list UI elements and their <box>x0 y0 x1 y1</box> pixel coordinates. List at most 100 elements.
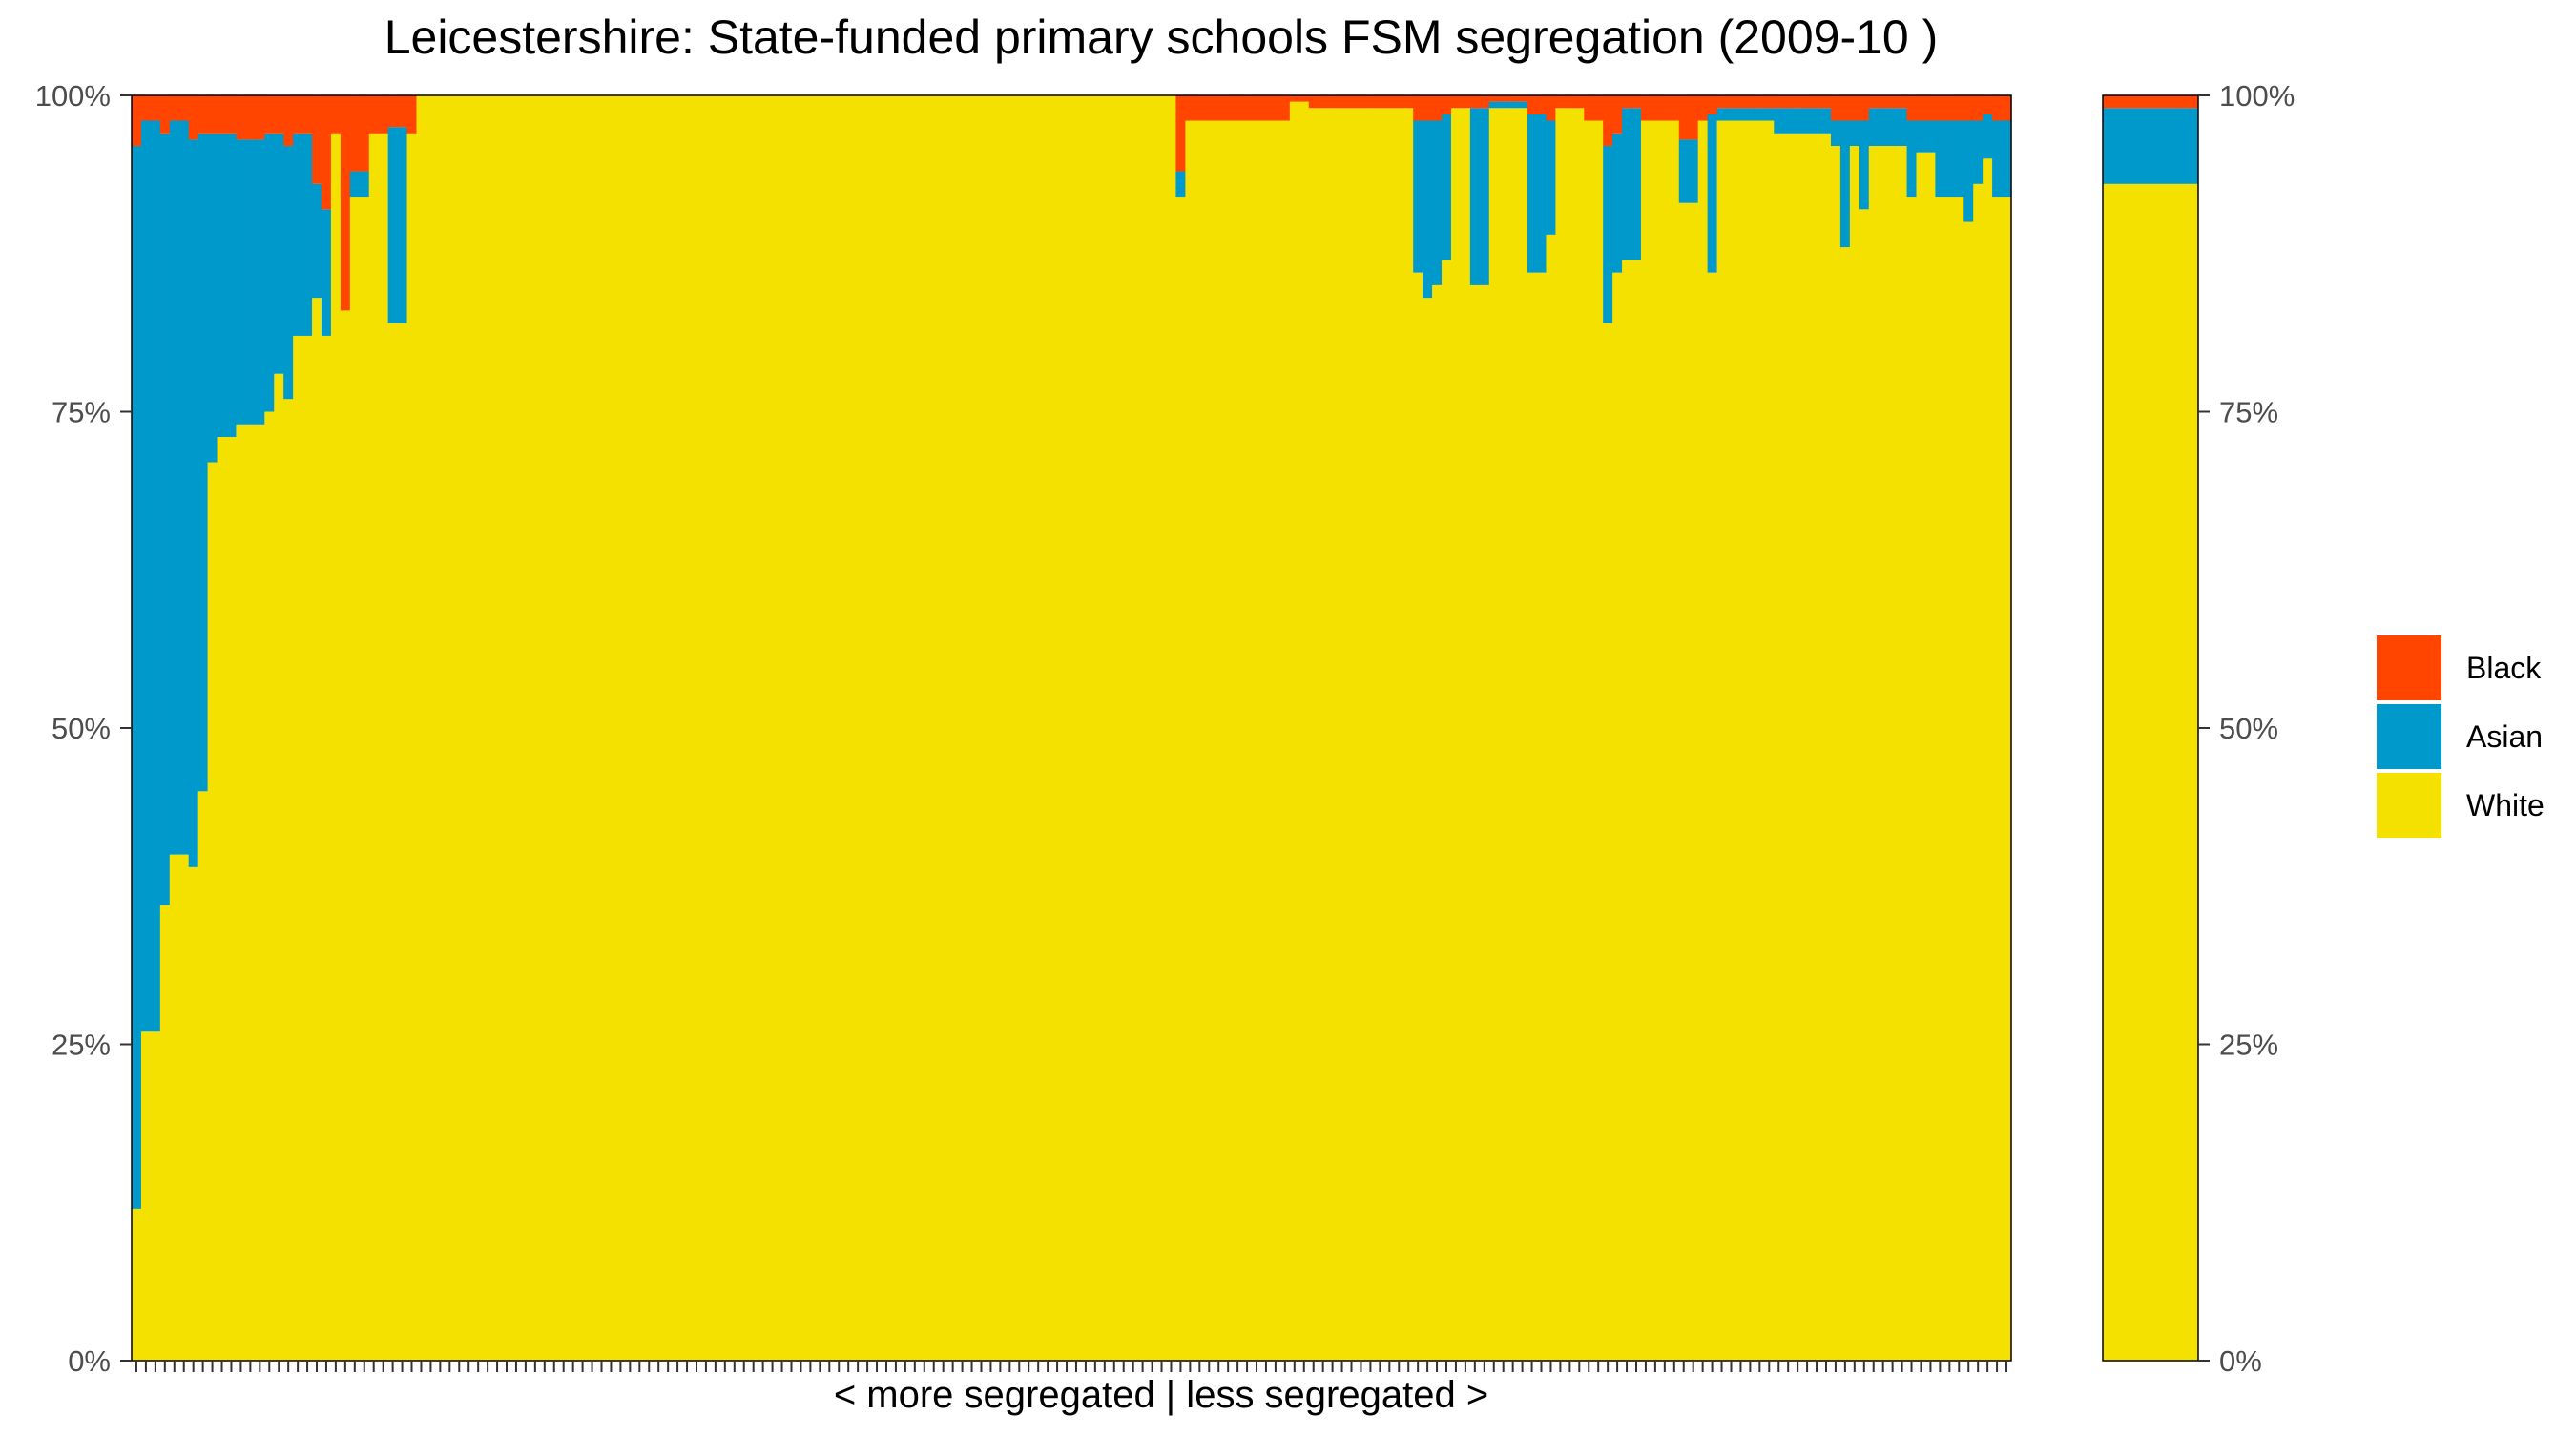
bar-segment-white <box>673 95 683 1361</box>
bar-segment-white <box>397 323 408 1362</box>
bar-segment-white <box>359 197 370 1362</box>
bar-segment-white <box>426 95 436 1361</box>
bar-segment-white <box>2002 197 2012 1362</box>
bar-segment-white <box>1659 120 1671 1361</box>
bar-segment-white <box>340 310 351 1361</box>
bar-segment-white <box>1137 95 1149 1361</box>
bar-segment-black <box>1783 95 1794 109</box>
bar-segment-black <box>1774 95 1784 109</box>
bar-segment-asian <box>1688 139 1699 203</box>
bar-segment-white <box>1735 120 1747 1361</box>
bar-segment-white <box>1488 108 1500 1361</box>
legend-swatch-black <box>2377 635 2441 700</box>
bar-segment-black <box>1669 95 1680 121</box>
bar-segment-black <box>217 95 228 134</box>
bar-segment-asian <box>1707 114 1718 273</box>
bar-segment-white <box>236 424 246 1361</box>
bar-segment-white <box>1498 108 1509 1361</box>
bar-segment-white <box>1080 95 1091 1361</box>
bar-segment-white <box>387 323 399 1362</box>
overall-segment-black <box>2103 95 2198 109</box>
bar-segment-black <box>1460 95 1471 109</box>
bar-segment-white <box>1631 260 1642 1361</box>
bar-segment-white <box>312 298 322 1361</box>
bar-segment-white <box>1118 95 1130 1361</box>
bar-segment-white <box>947 95 959 1361</box>
bar-segment-black <box>1735 95 1747 109</box>
bar-segment-black <box>1802 95 1813 109</box>
bar-segment-black <box>406 95 418 134</box>
bar-segment-white <box>995 95 1006 1361</box>
bar-segment-black <box>330 95 342 134</box>
bar-segment-black <box>140 95 152 121</box>
bar-segment-white <box>700 95 712 1361</box>
bar-segment-black <box>1764 95 1775 109</box>
overall-segment-white <box>2103 183 2198 1361</box>
bar-segment-black <box>1983 95 1993 114</box>
bar-segment-white <box>1859 209 1870 1362</box>
bar-segment-white <box>796 95 807 1361</box>
bar-segment-black <box>1631 95 1642 109</box>
bar-segment-black <box>312 95 322 184</box>
bar-segment-white <box>1442 260 1452 1361</box>
bar-segment-white <box>1612 272 1623 1361</box>
bar-segment-white <box>654 95 664 1361</box>
bar-segment-asian <box>1859 120 1870 210</box>
bar-segment-white <box>1394 108 1404 1361</box>
bar-segment-black <box>1584 95 1594 121</box>
bar-segment-white <box>558 95 570 1361</box>
bar-segment-black <box>1565 95 1575 109</box>
bar-segment-white <box>1622 260 1632 1361</box>
bar-segment-white <box>1802 133 1813 1361</box>
bar-segment-black <box>264 95 275 134</box>
bar-segment-white <box>1868 146 1880 1361</box>
bar-segment-white <box>416 95 427 1361</box>
bar-segment-white <box>1156 95 1168 1361</box>
bar-segment-black <box>368 95 380 134</box>
bar-segment-asian <box>1963 120 1974 222</box>
bar-segment-white <box>1413 272 1423 1361</box>
bar-segment-black <box>245 95 256 140</box>
chart-title: Leicestershire: State-funded primary sch… <box>384 10 1939 64</box>
bar-segment-black <box>1963 95 1974 121</box>
bar-segment-asian <box>2002 120 2012 198</box>
bar-segment-black <box>1488 95 1500 102</box>
legend: Black Asian White <box>2377 635 2545 838</box>
bar-segment-black <box>1260 95 1272 121</box>
bar-segment-asian <box>1830 120 1841 147</box>
bar-segment-asian <box>1897 108 1908 147</box>
bar-segment-white <box>1260 120 1272 1361</box>
bar-segment-black <box>1546 95 1557 121</box>
bar-segment-white <box>606 95 617 1361</box>
bar-segment-black <box>1878 95 1889 109</box>
bar-segment-white <box>1821 133 1832 1361</box>
bar-segment-black <box>340 95 351 311</box>
bar-segment-black <box>1622 95 1632 109</box>
bar-segment-white <box>1365 108 1376 1361</box>
bar-segment-white <box>815 95 825 1361</box>
bar-segment-black <box>1839 95 1851 121</box>
bar-segment-white <box>245 424 256 1361</box>
bar-segment-white <box>729 95 740 1361</box>
bar-segment-black <box>378 95 389 134</box>
bar-segment-white <box>938 95 949 1361</box>
bar-segment-white <box>1384 108 1395 1361</box>
left-y-axis: 0% 25% 50% 75% 100% <box>35 79 132 1378</box>
bar-segment-black <box>159 95 171 134</box>
bar-segment-black <box>1536 95 1548 114</box>
bar-segment-white <box>188 866 199 1361</box>
bar-segment-asian <box>349 171 361 198</box>
bar-segment-asian <box>1783 108 1794 134</box>
bar-segment-black <box>1954 95 1964 121</box>
bar-segment-black <box>1755 95 1765 109</box>
bar-segment-asian <box>1488 101 1500 109</box>
bar-segment-black <box>236 95 246 140</box>
bar-segment-asian <box>207 133 218 463</box>
bar-segment-white <box>502 95 512 1361</box>
bar-segment-black <box>1242 95 1253 121</box>
bar-segment-asian <box>217 133 228 438</box>
bar-segment-white <box>1043 95 1053 1361</box>
bar-segment-asian <box>1992 120 2003 198</box>
bar-segment-white <box>1774 133 1784 1361</box>
bar-segment-black <box>1337 95 1348 109</box>
